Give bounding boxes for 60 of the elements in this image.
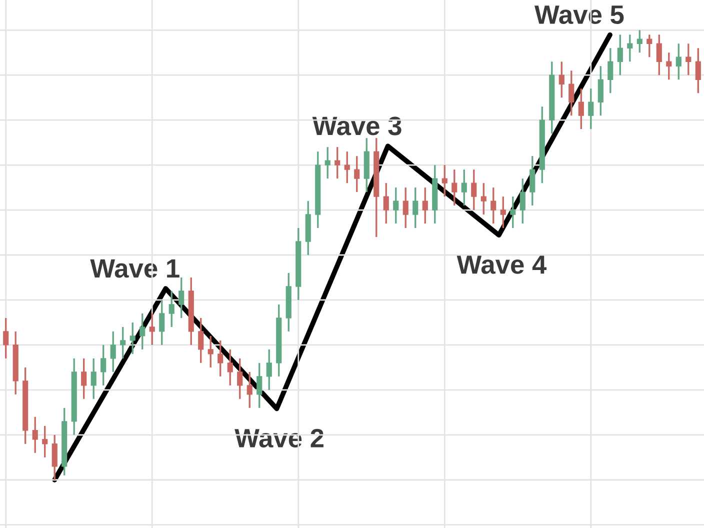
candlestick xyxy=(568,70,574,116)
candlestick xyxy=(90,358,96,400)
candlestick xyxy=(208,335,214,368)
candlestick xyxy=(422,186,428,224)
candlestick xyxy=(178,276,184,319)
candlestick xyxy=(402,186,408,229)
candlestick xyxy=(324,146,330,180)
candlestick xyxy=(636,29,642,54)
candlestick xyxy=(461,168,467,206)
candlestick xyxy=(471,168,477,211)
candlestick xyxy=(42,425,48,458)
candlestick xyxy=(676,42,682,80)
candlestick xyxy=(520,178,526,224)
candlestick xyxy=(510,196,516,229)
candlestick xyxy=(442,164,448,198)
candlestick xyxy=(159,299,165,346)
candlestick xyxy=(490,186,496,224)
candlestick xyxy=(198,317,204,364)
candlestick xyxy=(656,34,662,76)
candlestick xyxy=(354,155,360,193)
candlestick xyxy=(237,358,243,400)
candlestick xyxy=(246,371,252,409)
candlestick xyxy=(530,155,536,206)
candlestick xyxy=(608,47,614,94)
candlestick xyxy=(588,88,594,130)
candlestick xyxy=(81,358,87,400)
annotation: Wave 1 xyxy=(90,259,180,278)
candlestick xyxy=(3,317,9,360)
candlestick xyxy=(120,326,126,360)
candlestick xyxy=(227,348,233,386)
candlestick xyxy=(578,88,584,130)
candlestick xyxy=(52,434,58,481)
candlestick xyxy=(32,416,38,454)
candlestick xyxy=(686,42,692,76)
candlestick xyxy=(149,312,155,346)
candlestick xyxy=(627,34,633,62)
candlestick xyxy=(412,186,418,229)
candlestick xyxy=(334,146,340,180)
candlestick xyxy=(666,52,672,80)
candlestick xyxy=(598,65,604,116)
text: Wave 5 xyxy=(534,6,624,24)
annotation: Wave 4 xyxy=(456,256,547,274)
candlestick xyxy=(140,312,146,350)
candlestick xyxy=(168,290,174,328)
candlestick xyxy=(558,60,564,98)
candlestick xyxy=(500,196,506,229)
candlestick xyxy=(218,340,224,378)
candlestick xyxy=(344,150,350,184)
candlestick xyxy=(256,362,262,409)
candlestick xyxy=(393,186,399,224)
candlestick xyxy=(110,330,116,373)
candlestick xyxy=(266,348,272,391)
candlestick xyxy=(452,168,458,206)
candlestick xyxy=(646,34,652,58)
candlestick xyxy=(130,322,136,355)
candlestick xyxy=(695,47,701,94)
candlestick xyxy=(617,34,623,76)
candlestick xyxy=(100,344,106,386)
candlestick xyxy=(383,182,389,224)
candlestick xyxy=(480,182,486,216)
